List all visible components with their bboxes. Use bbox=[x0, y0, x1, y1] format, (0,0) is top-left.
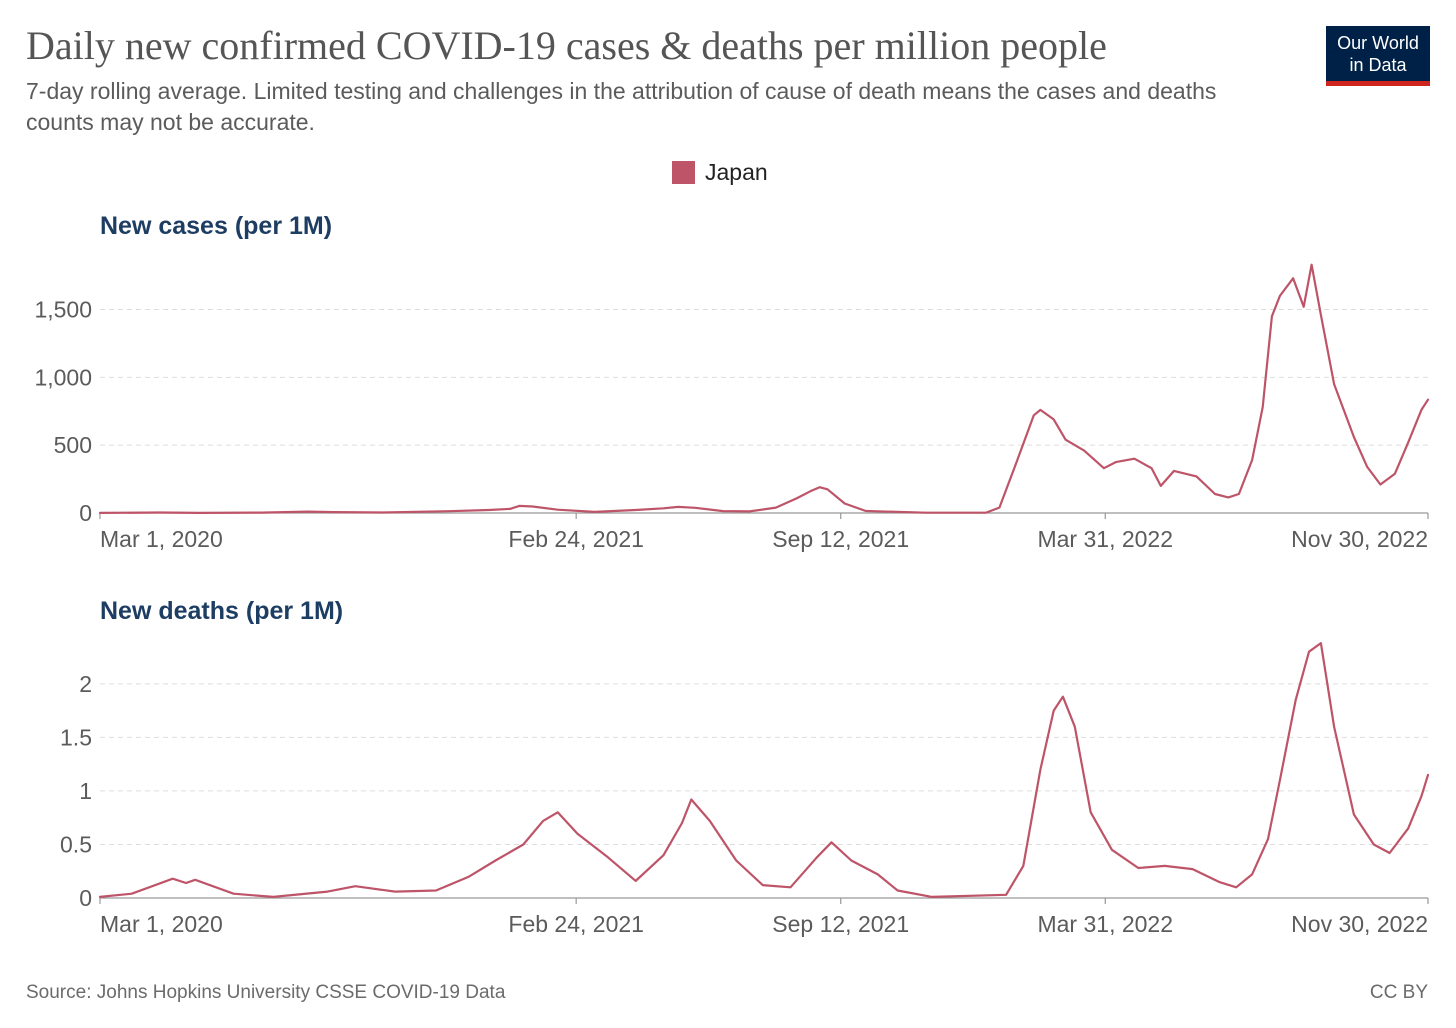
deaths-y-tick-label: 1.5 bbox=[60, 724, 92, 750]
cases-y-tick-label: 1,500 bbox=[34, 296, 92, 322]
deaths-y-tick-label: 1 bbox=[79, 778, 92, 804]
cases-series-line-japan[interactable] bbox=[98, 263, 1430, 515]
deaths-x-tick-label: Sep 12, 2021 bbox=[772, 911, 909, 937]
deaths-x-tick-label: Mar 1, 2020 bbox=[100, 911, 223, 937]
legend-label: Japan bbox=[705, 158, 768, 185]
cases-x-tick-label: Feb 24, 2021 bbox=[508, 526, 644, 552]
deaths-x-tick-label: Feb 24, 2021 bbox=[508, 911, 644, 937]
deaths-chart[interactable]: 0 0.5 1 1.5 2 Mar 1, 2020 Feb 24, 2021 Sep 12, … bbox=[0, 0, 1456, 960]
owid-logo[interactable]: Our World in Data bbox=[1326, 26, 1430, 86]
cases-panel-title: New cases (per 1M) bbox=[100, 212, 333, 240]
cases-y-tick-label: 500 bbox=[54, 432, 92, 458]
cases-y-tick-label: 1,000 bbox=[34, 364, 92, 390]
chart-subtitle: 7-day rolling average. Limited testing a… bbox=[26, 78, 1217, 135]
chart-title: Daily new confirmed COVID-19 cases & dea… bbox=[26, 23, 1107, 68]
legend-item-japan[interactable]: Japan bbox=[672, 158, 768, 186]
deaths-series-line-japan[interactable] bbox=[98, 641, 1430, 899]
license-link[interactable]: CC BY bbox=[1369, 982, 1428, 1003]
cases-y-tick-label: 0 bbox=[79, 500, 92, 526]
deaths-y-tick-label: 2 bbox=[79, 671, 92, 697]
deaths-y-tick-label: 0 bbox=[79, 885, 92, 911]
deaths-x-tick-label: Mar 31, 2022 bbox=[1037, 911, 1173, 937]
logo-line-1: Our World bbox=[1337, 33, 1419, 53]
legend-swatch bbox=[672, 160, 695, 184]
deaths-y-tick-label: 0.5 bbox=[60, 831, 92, 857]
cases-chart[interactable]: 0 500 1,000 1,500 Mar 1, 2020 Feb 24, 2021 Sep… bbox=[0, 0, 1456, 570]
cases-x-tick-label: Nov 30, 2022 bbox=[1291, 526, 1428, 552]
source-note: Source: Johns Hopkins University CSSE CO… bbox=[26, 982, 506, 1003]
deaths-panel-title: New deaths (per 1M) bbox=[100, 597, 344, 625]
deaths-x-tick-label: Nov 30, 2022 bbox=[1291, 911, 1428, 937]
cases-x-tick-label: Sep 12, 2021 bbox=[772, 526, 909, 552]
logo-line-2: in Data bbox=[1349, 55, 1407, 75]
cases-x-tick-label: Mar 1, 2020 bbox=[100, 526, 223, 552]
cases-x-tick-label: Mar 31, 2022 bbox=[1037, 526, 1173, 552]
